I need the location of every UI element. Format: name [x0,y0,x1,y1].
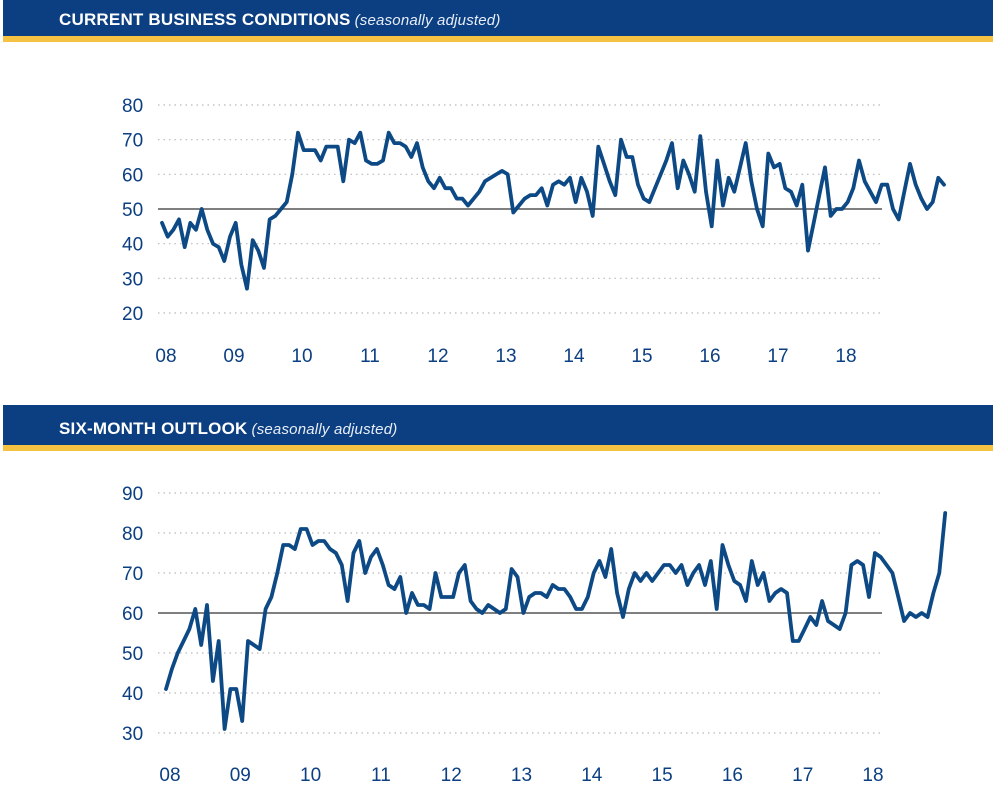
smo-x-tick-label: 17 [792,765,813,786]
cbc-x-tick-label: 18 [835,346,856,367]
chart-1-subtitle: (seasonally adjusted) [354,12,501,29]
smo-y-tick-label: 60 [122,604,143,625]
smo-x-tick-label: 09 [230,765,251,786]
cbc-x-tick-label: 11 [360,346,380,367]
smo-x-tick-label: 13 [511,765,532,786]
smo-x-tick-label: 11 [371,765,391,786]
cbc-x-tick-label: 15 [631,346,652,367]
smo-x-tick-label: 18 [862,765,883,786]
smo-x-tick-label: 10 [300,765,321,786]
cbc-y-tick-label: 20 [122,304,143,325]
cbc-x-tick-label: 17 [767,346,788,367]
smo-x-tick-label: 08 [159,765,180,786]
smo-x-tick-label: 16 [722,765,743,786]
smo-y-tick-label: 40 [122,684,143,705]
cbc-x-tick-label: 08 [155,346,176,367]
chart-2-title: SIX-MONTH OUTLOOK (seasonally adjusted) [59,419,397,439]
smo-y-tick-label: 90 [122,484,143,505]
cbc-y-tick-label: 80 [122,96,143,117]
cbc-series-line [160,130,946,291]
smo-x-tick-label: 12 [441,765,462,786]
cbc-x-tick-label: 09 [223,346,244,367]
cbc-x-tick-label: 13 [495,346,516,367]
chart-2-subtitle: (seasonally adjusted) [251,421,398,438]
cbc-x-tick-label: 12 [427,346,448,367]
cbc-x-tick-label: 14 [563,346,585,367]
chart-1-title-text: CURRENT BUSINESS CONDITIONS [59,10,351,29]
cbc-x-tick-label: 16 [699,346,720,367]
smo-x-tick-label: 15 [652,765,673,786]
smo-y-tick-label: 70 [122,564,143,585]
smo-y-tick-label: 50 [122,644,143,665]
smo-y-tick-label: 80 [122,524,143,545]
smo-x-tick-label: 14 [581,765,603,786]
smo-series-line [164,511,948,731]
smo-y-tick-label: 30 [122,724,143,745]
chart-1-header: CURRENT BUSINESS CONDITIONS (seasonally a… [3,0,993,42]
chart-2-header: SIX-MONTH OUTLOOK (seasonally adjusted) [3,405,993,451]
cbc-y-tick-label: 30 [122,269,143,290]
current-business-conditions-chart: 20 30 40 50 60 70 80 08 09 10 11 12 13 14 15 16 17 18 [122,96,946,367]
cbc-y-tick-label: 40 [122,235,143,256]
chart-1-title: CURRENT BUSINESS CONDITIONS (seasonally a… [59,10,501,30]
cbc-x-tick-label: 10 [291,346,312,367]
cbc-y-tick-label: 60 [122,165,143,186]
cbc-y-tick-label: 50 [122,200,143,221]
chart-2-title-text: SIX-MONTH OUTLOOK [59,419,248,438]
cbc-y-tick-label: 70 [122,131,143,152]
